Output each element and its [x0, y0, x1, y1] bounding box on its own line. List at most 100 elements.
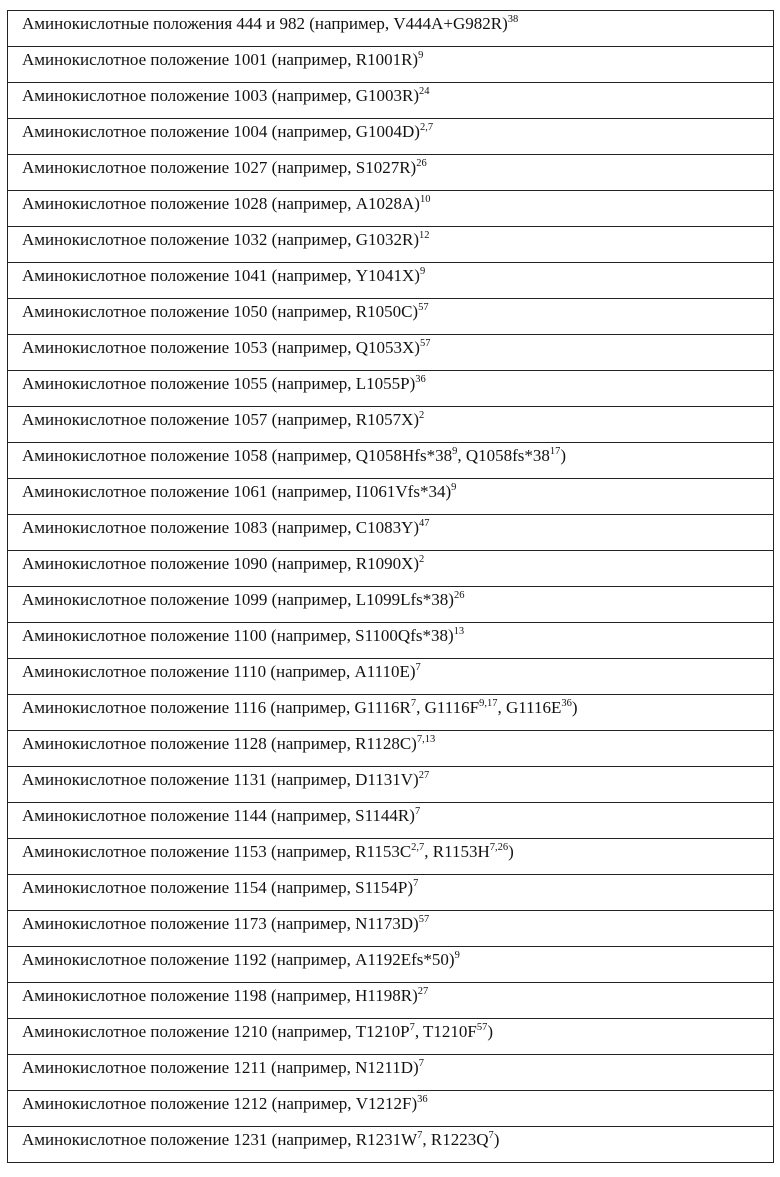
table-row: Аминокислотное положение 1027 (например,…: [8, 155, 774, 191]
reference-superscript: 9: [451, 482, 456, 493]
cell-text: Аминокислотное положение 1198 (например,…: [22, 986, 418, 1005]
cell-text: ): [508, 842, 514, 861]
table-cell: Аминокислотное положение 1004 (например,…: [8, 119, 774, 155]
table-cell: Аминокислотное положение 1058 (например,…: [8, 443, 774, 479]
table-cell: Аминокислотное положение 1032 (например,…: [8, 227, 774, 263]
table-body: Аминокислотные положения 444 и 982 (напр…: [8, 11, 774, 1163]
cell-text: Аминокислотное положение 1153 (например,…: [22, 842, 411, 861]
table-row: Аминокислотное положение 1053 (например,…: [8, 335, 774, 371]
table-cell: Аминокислотное положение 1231 (например,…: [8, 1127, 774, 1163]
table-row: Аминокислотное положение 1057 (например,…: [8, 407, 774, 443]
table-cell: Аминокислотное положение 1110 (например,…: [8, 659, 774, 695]
reference-superscript: 2,7: [411, 842, 424, 853]
cell-text: Аминокислотное положение 1053 (например,…: [22, 338, 420, 357]
cell-text: Аминокислотное положение 1100 (например,…: [22, 626, 454, 645]
table-cell: Аминокислотное положение 1099 (например,…: [8, 587, 774, 623]
table-cell: Аминокислотное положение 1210 (например,…: [8, 1019, 774, 1055]
table-row: Аминокислотные положения 444 и 982 (напр…: [8, 11, 774, 47]
cell-text: ): [560, 446, 566, 465]
cell-text: , R1153H: [424, 842, 490, 861]
table-row: Аминокислотное положение 1058 (например,…: [8, 443, 774, 479]
cell-text: , T1210F: [415, 1022, 477, 1041]
cell-text: Аминокислотное положение 1004 (например,…: [22, 122, 420, 141]
table-cell: Аминокислотное положение 1212 (например,…: [8, 1091, 774, 1127]
table-row: Аминокислотное положение 1144 (например,…: [8, 803, 774, 839]
table-cell: Аминокислотное положение 1028 (например,…: [8, 191, 774, 227]
table-cell: Аминокислотное положение 1041 (например,…: [8, 263, 774, 299]
table-row: Аминокислотное положение 1028 (например,…: [8, 191, 774, 227]
table-row: Аминокислотное положение 1004 (например,…: [8, 119, 774, 155]
reference-superscript: 36: [561, 698, 572, 709]
cell-text: Аминокислотное положение 1173 (например,…: [22, 914, 419, 933]
reference-superscript: 7,26: [490, 842, 508, 853]
reference-superscript: 9: [418, 50, 423, 61]
table-row: Аминокислотное положение 1128 (например,…: [8, 731, 774, 767]
table-row: Аминокислотное положение 1100 (например,…: [8, 623, 774, 659]
reference-superscript: 57: [420, 338, 431, 349]
cell-text: , G1116E: [497, 698, 561, 717]
reference-superscript: 9: [455, 950, 460, 961]
cell-text: , R1223Q: [422, 1130, 488, 1149]
cell-text: Аминокислотное положение 1212 (например,…: [22, 1094, 417, 1113]
reference-superscript: 10: [420, 194, 431, 205]
cell-text: Аминокислотное положение 1090 (например,…: [22, 554, 419, 573]
table-cell: Аминокислотное положение 1050 (например,…: [8, 299, 774, 335]
reference-superscript: 2,7: [420, 122, 433, 133]
table-row: Аминокислотное положение 1192 (например,…: [8, 947, 774, 983]
table-cell: Аминокислотное положение 1154 (например,…: [8, 875, 774, 911]
cell-text: Аминокислотное положение 1027 (например,…: [22, 158, 416, 177]
reference-superscript: 57: [418, 302, 429, 313]
cell-text: Аминокислотное положение 1058 (например,…: [22, 446, 452, 465]
cell-text: , G1116F: [416, 698, 479, 717]
table-row: Аминокислотное положение 1131 (например,…: [8, 767, 774, 803]
cell-text: Аминокислотное положение 1231 (например,…: [22, 1130, 417, 1149]
table-row: Аминокислотное положение 1055 (например,…: [8, 371, 774, 407]
reference-superscript: 2: [419, 554, 424, 565]
reference-superscript: 7: [416, 662, 421, 673]
table-row: Аминокислотное положение 1003 (например,…: [8, 83, 774, 119]
cell-text: ): [572, 698, 578, 717]
table-cell: Аминокислотное положение 1173 (например,…: [8, 911, 774, 947]
reference-superscript: 57: [419, 914, 430, 925]
table-cell: Аминокислотное положение 1061 (например,…: [8, 479, 774, 515]
reference-superscript: 24: [419, 86, 430, 97]
cell-text: ): [494, 1130, 500, 1149]
cell-text: Аминокислотное положение 1055 (например,…: [22, 374, 415, 393]
table-row: Аминокислотное положение 1154 (например,…: [8, 875, 774, 911]
cell-text: Аминокислотное положение 1128 (например,…: [22, 734, 417, 753]
cell-text: Аминокислотное положение 1210 (например,…: [22, 1022, 410, 1041]
table-row: Аминокислотное положение 1061 (например,…: [8, 479, 774, 515]
table-row: Аминокислотное положение 1050 (например,…: [8, 299, 774, 335]
table-row: Аминокислотное положение 1153 (например,…: [8, 839, 774, 875]
table-cell: Аминокислотное положение 1116 (например,…: [8, 695, 774, 731]
table-cell: Аминокислотное положение 1144 (например,…: [8, 803, 774, 839]
reference-superscript: 26: [454, 590, 465, 601]
reference-superscript: 9: [420, 266, 425, 277]
table-cell: Аминокислотное положение 1211 (например,…: [8, 1055, 774, 1091]
table-row: Аминокислотное положение 1110 (например,…: [8, 659, 774, 695]
cell-text: Аминокислотное положение 1083 (например,…: [22, 518, 419, 537]
table-cell: Аминокислотное положение 1027 (например,…: [8, 155, 774, 191]
table-row: Аминокислотное положение 1173 (например,…: [8, 911, 774, 947]
reference-superscript: 36: [417, 1094, 428, 1105]
table-cell: Аминокислотное положение 1090 (например,…: [8, 551, 774, 587]
cell-text: Аминокислотное положение 1057 (например,…: [22, 410, 419, 429]
cell-text: Аминокислотное положение 1003 (например,…: [22, 86, 419, 105]
reference-superscript: 27: [418, 986, 429, 997]
cell-text: Аминокислотное положение 1001 (например,…: [22, 50, 418, 69]
table-cell: Аминокислотное положение 1100 (например,…: [8, 623, 774, 659]
cell-text: Аминокислотное положение 1061 (например,…: [22, 482, 451, 501]
reference-superscript: 7: [413, 878, 418, 889]
reference-superscript: 57: [477, 1022, 488, 1033]
reference-superscript: 36: [415, 374, 426, 385]
reference-superscript: 27: [419, 770, 430, 781]
table-row: Аминокислотное положение 1001 (например,…: [8, 47, 774, 83]
table-row: Аминокислотное положение 1210 (например,…: [8, 1019, 774, 1055]
reference-superscript: 13: [454, 626, 465, 637]
reference-superscript: 7: [415, 806, 420, 817]
cell-text: Аминокислотное положение 1144 (например,…: [22, 806, 415, 825]
cell-text: Аминокислотные положения 444 и 982 (напр…: [22, 14, 508, 33]
table-row: Аминокислотное положение 1231 (например,…: [8, 1127, 774, 1163]
cell-text: Аминокислотное положение 1154 (например,…: [22, 878, 413, 897]
table-cell: Аминокислотное положение 1153 (например,…: [8, 839, 774, 875]
